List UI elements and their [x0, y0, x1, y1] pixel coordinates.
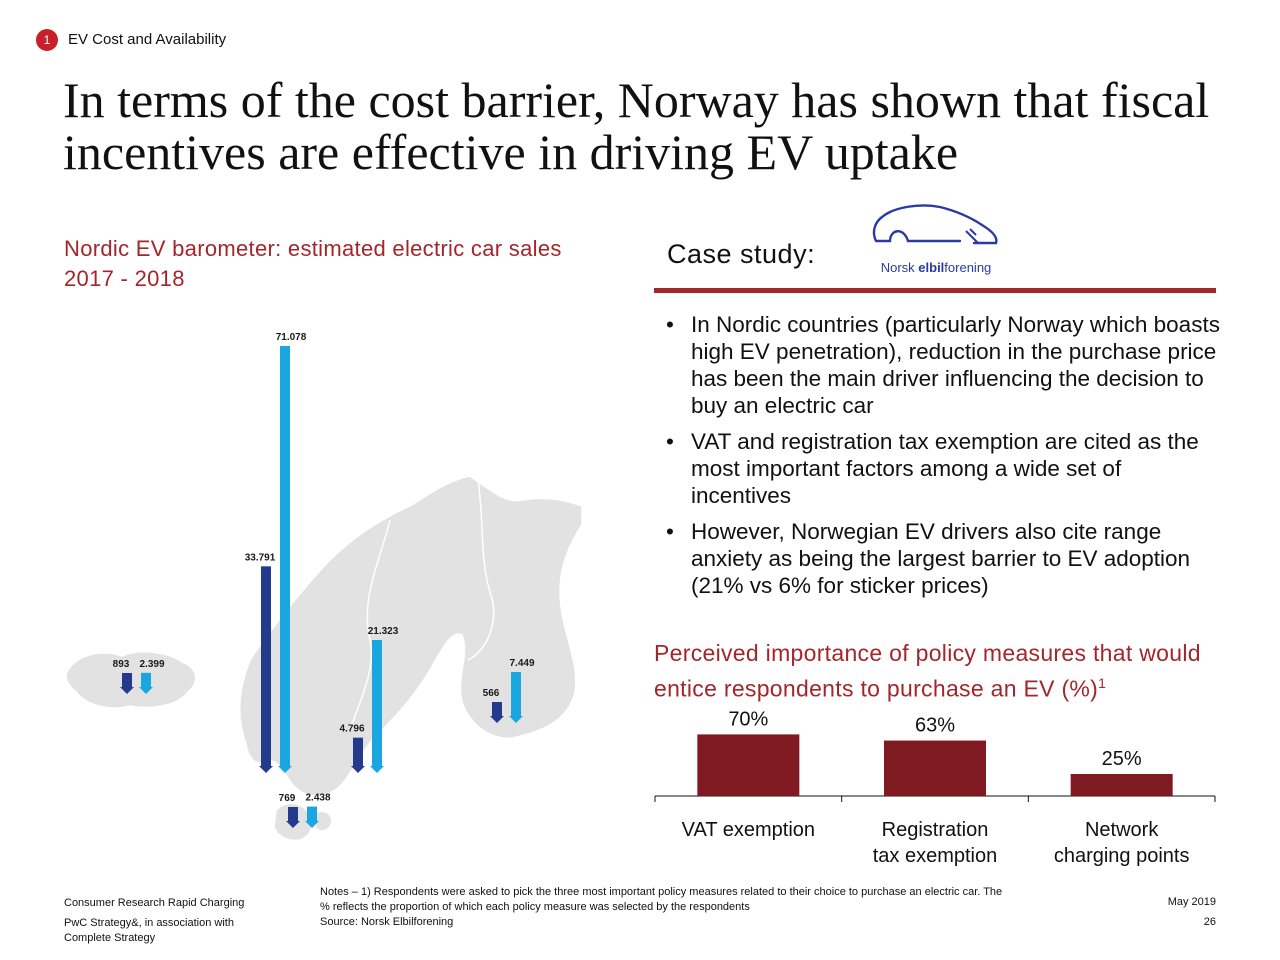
- map-value-label: 2.438: [305, 793, 330, 804]
- norsk-elbilforening-logo: Norsk elbilforening: [870, 203, 1002, 275]
- map-bar-denmark-0: [288, 807, 298, 821]
- footer-date: May 2019: [1167, 896, 1216, 908]
- map-bar-sweden-1: [372, 640, 382, 766]
- case-study-bullets: • In Nordic countries (particularly Norwa…: [664, 311, 1220, 608]
- bullet-item: • However, Norwegian EV drivers also cite…: [664, 518, 1220, 599]
- logo-text-pre: Norsk: [880, 260, 919, 275]
- bar: [1070, 774, 1173, 796]
- map-heading: Nordic EV barometer: estimated electric …: [64, 236, 562, 291]
- bar-value-label: 63%: [915, 715, 955, 737]
- map-bar-tip: [490, 716, 504, 723]
- bar: [697, 734, 800, 796]
- map-bar-tip: [139, 687, 153, 694]
- bullet-text: However, Norwegian EV drivers also cite …: [691, 519, 1191, 598]
- map-bar-sweden-0: [353, 737, 363, 766]
- category-label: tax exemption: [873, 845, 998, 867]
- bullet-dot-icon: •: [666, 312, 674, 337]
- map-bar-tip: [351, 766, 365, 773]
- source-line: Source: Norsk Elbilforening: [320, 916, 454, 928]
- notes-line-1: Notes – 1) Respondents were asked to pic…: [320, 886, 1003, 898]
- denmark-island-shape: [313, 810, 333, 832]
- map-value-label: 566: [483, 688, 500, 699]
- map-value-label: 2.399: [139, 659, 164, 670]
- page-number: 26: [1203, 916, 1216, 928]
- map-value-label: 769: [279, 793, 296, 804]
- map-value-label: 33.791: [245, 552, 276, 563]
- bar: [884, 740, 986, 796]
- logo-text-bold: elbil: [918, 260, 945, 275]
- bullet-dot-icon: •: [666, 429, 674, 454]
- chart-title-footnote: 1: [1098, 675, 1107, 691]
- map-bar-tip: [278, 766, 292, 773]
- case-study-label: Case study:: [667, 239, 816, 269]
- map-bar-norway-1: [280, 346, 290, 766]
- bullet-text: VAT and registration tax exemption are c…: [691, 429, 1199, 508]
- map-value-label: 893: [113, 659, 130, 670]
- bullet-item: • In Nordic countries (particularly Norwa…: [664, 311, 1220, 419]
- category-label: charging points: [1054, 845, 1190, 867]
- bullet-item: • VAT and registration tax exemption are …: [664, 428, 1220, 509]
- footer-author-line2: Complete Strategy: [64, 932, 156, 944]
- category-label: VAT exemption: [682, 819, 815, 841]
- footer-project: Consumer Research Rapid Charging: [64, 897, 245, 909]
- section-number-badge: 1: [36, 29, 58, 51]
- map-bar-tip: [259, 766, 273, 773]
- bullet-text: In Nordic countries (particularly Norway…: [691, 312, 1220, 418]
- map-bar-denmark-1: [307, 806, 317, 821]
- case-study-divider: [654, 288, 1216, 293]
- bullet-dot-icon: •: [666, 519, 674, 544]
- chart-title: Perceived importance of policy measures …: [654, 640, 1201, 702]
- map-bar-norway-0: [261, 566, 271, 766]
- map-borders: [349, 479, 495, 731]
- map-bar-tip: [305, 821, 319, 828]
- map-value-label: 7.449: [509, 658, 534, 669]
- map-bar-tip: [370, 766, 384, 773]
- page-title: In terms of the cost barrier, Norway has…: [63, 72, 1210, 180]
- map-bar-iceland-0: [122, 673, 132, 687]
- car-outline-icon: [872, 204, 998, 245]
- map-bar-tip: [120, 687, 134, 694]
- map-bar-overlay: 893 2.399 33.791 71.078 4.796 21.323 566 7.449 7…: [113, 332, 535, 828]
- section-label: EV Cost and Availability: [68, 31, 227, 48]
- footer-author-line1: PwC Strategy&, in association with: [64, 917, 234, 929]
- map-bar-tip: [286, 821, 300, 828]
- bar-value-label: 70%: [728, 708, 768, 730]
- category-label: Network: [1085, 819, 1159, 841]
- map-bar-finland-1: [511, 671, 521, 716]
- map-bar-finland-0: [492, 702, 502, 716]
- footnotes: Notes – 1) Respondents were asked to pic…: [320, 885, 1120, 930]
- category-label: Registration: [882, 819, 989, 841]
- map-value-label: 71.078: [276, 332, 307, 343]
- map-bar-tip: [509, 716, 523, 723]
- logo-text-post: forening: [944, 260, 992, 275]
- bar-value-label: 25%: [1102, 748, 1142, 770]
- map-bar-iceland-1: [141, 672, 151, 687]
- notes-line-2: % reflects the proportion of which each …: [320, 901, 750, 913]
- policy-bar-chart: 70% VAT exemption 63% Registration tax exemp…: [654, 708, 1216, 867]
- map-value-label: 4.796: [339, 724, 364, 735]
- map-value-label: 21.323: [368, 626, 399, 637]
